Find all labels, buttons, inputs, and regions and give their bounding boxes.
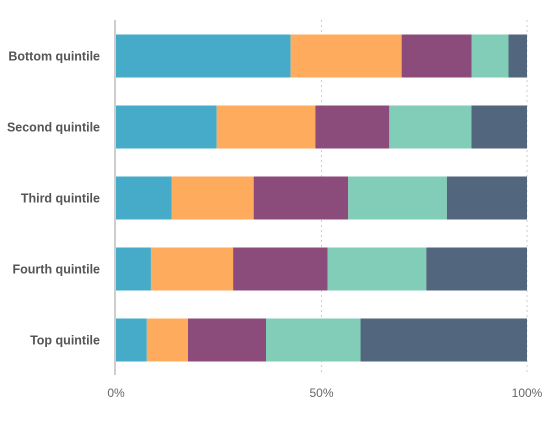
x-tick-label: 0% xyxy=(107,386,125,400)
bar-segment-1-1 xyxy=(216,105,316,149)
bar-segment-2-4 xyxy=(446,176,527,220)
bar-segment-1-3 xyxy=(389,105,472,149)
bar-segment-4-0 xyxy=(116,318,147,362)
bar-segment-0-1 xyxy=(290,34,402,78)
bar-segment-2-2 xyxy=(253,176,349,220)
category-label: Top quintile xyxy=(30,334,100,348)
bar-segment-3-4 xyxy=(426,247,527,291)
bar-segment-0-3 xyxy=(471,34,509,78)
bar-segment-3-1 xyxy=(150,247,234,291)
bar-segment-1-2 xyxy=(315,105,390,149)
bar-segment-1-4 xyxy=(471,105,527,149)
bar-segment-2-3 xyxy=(348,176,447,220)
bar-segment-4-3 xyxy=(266,318,361,362)
x-tick-label: 100% xyxy=(512,386,543,400)
category-label: Bottom quintile xyxy=(8,50,100,64)
x-tick-labels: 0% 50% 100% xyxy=(107,386,542,400)
bars xyxy=(116,34,527,362)
category-label: Second quintile xyxy=(7,121,100,135)
bar-segment-3-0 xyxy=(116,247,151,291)
x-tick-label: 50% xyxy=(309,386,333,400)
bar-segment-4-1 xyxy=(146,318,188,362)
bar-segment-2-1 xyxy=(171,176,254,220)
category-label: Third quintile xyxy=(21,192,100,206)
bar-segment-4-2 xyxy=(187,318,267,362)
bar-segment-3-3 xyxy=(327,247,427,291)
category-label: Fourth quintile xyxy=(13,263,101,277)
bar-segment-0-4 xyxy=(508,34,527,78)
gridlines xyxy=(321,20,528,375)
bar-segment-2-0 xyxy=(116,176,172,220)
bar-segment-3-2 xyxy=(233,247,328,291)
bar-segment-0-0 xyxy=(116,34,291,78)
category-labels: Bottom quintile Second quintile Third quin… xyxy=(7,50,100,348)
bar-segment-1-0 xyxy=(116,105,217,149)
bar-segment-0-2 xyxy=(401,34,472,78)
bar-segment-4-4 xyxy=(360,318,527,362)
